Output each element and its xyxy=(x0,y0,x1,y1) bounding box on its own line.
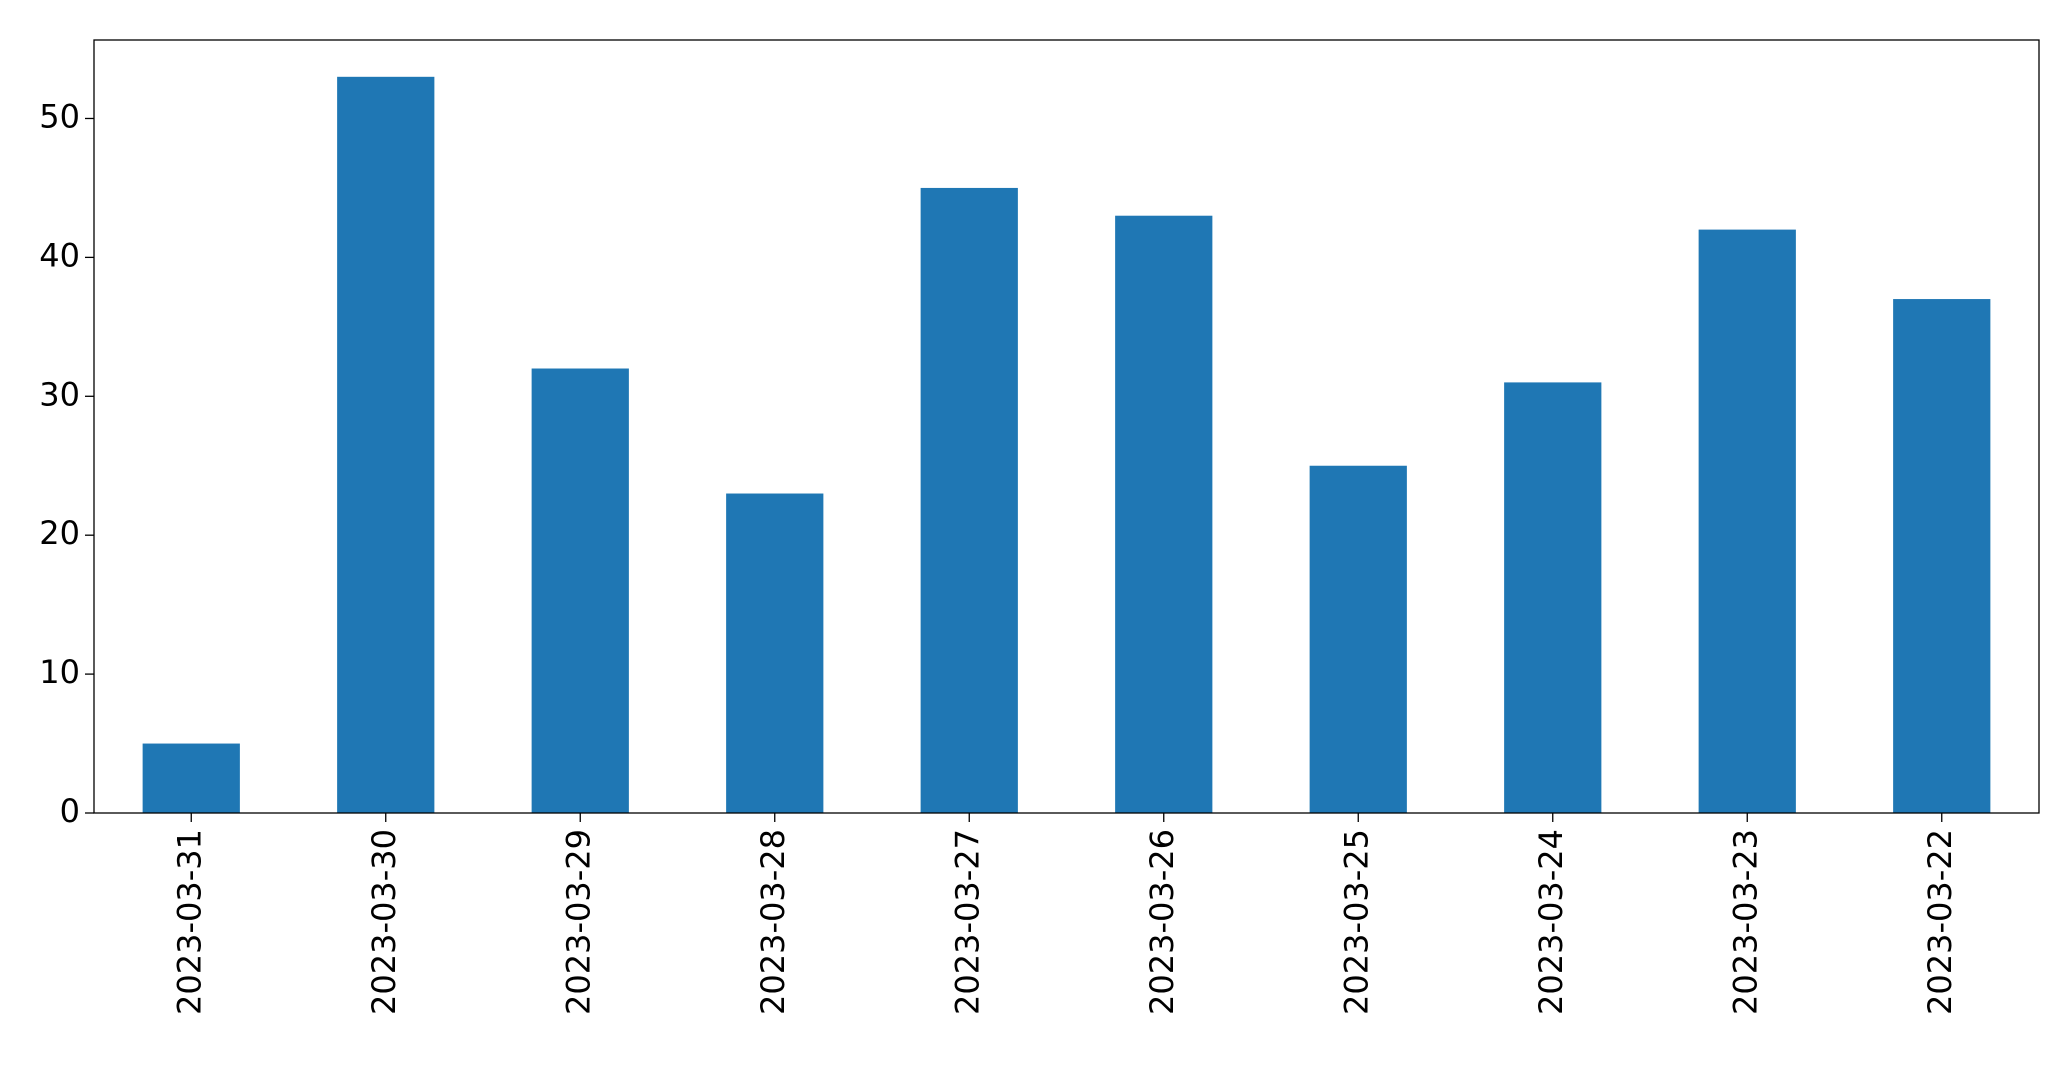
y-tick-label: 0 xyxy=(60,792,80,830)
y-tick-label: 10 xyxy=(39,653,80,691)
x-tick-label: 2023-03-27 xyxy=(948,829,986,1015)
bar xyxy=(726,493,824,813)
bar xyxy=(1893,299,1991,814)
bar xyxy=(1115,215,1213,814)
y-tick-label: 30 xyxy=(39,375,80,413)
x-tick-label: 2023-03-25 xyxy=(1337,829,1375,1015)
bar xyxy=(142,743,240,813)
bar xyxy=(1309,465,1407,813)
bar xyxy=(1698,229,1796,814)
y-tick-label: 50 xyxy=(39,97,80,135)
x-tick-label: 2023-03-30 xyxy=(365,829,403,1015)
y-tick-label: 40 xyxy=(39,236,80,274)
bar xyxy=(337,76,435,814)
y-tick-label: 20 xyxy=(39,514,80,552)
x-tick-label: 2023-03-24 xyxy=(1532,829,1570,1015)
bar xyxy=(531,368,629,813)
plot-frame xyxy=(93,39,2040,814)
x-tick-label: 2023-03-28 xyxy=(754,829,792,1015)
bar xyxy=(1504,382,1602,813)
x-tick-label: 2023-03-26 xyxy=(1143,829,1181,1015)
x-tick-label: 2023-03-31 xyxy=(170,829,208,1015)
x-tick-label: 2023-03-22 xyxy=(1921,829,1959,1015)
x-tick-label: 2023-03-29 xyxy=(559,829,597,1015)
bar xyxy=(920,187,1018,813)
x-tick-label: 2023-03-23 xyxy=(1726,829,1764,1015)
